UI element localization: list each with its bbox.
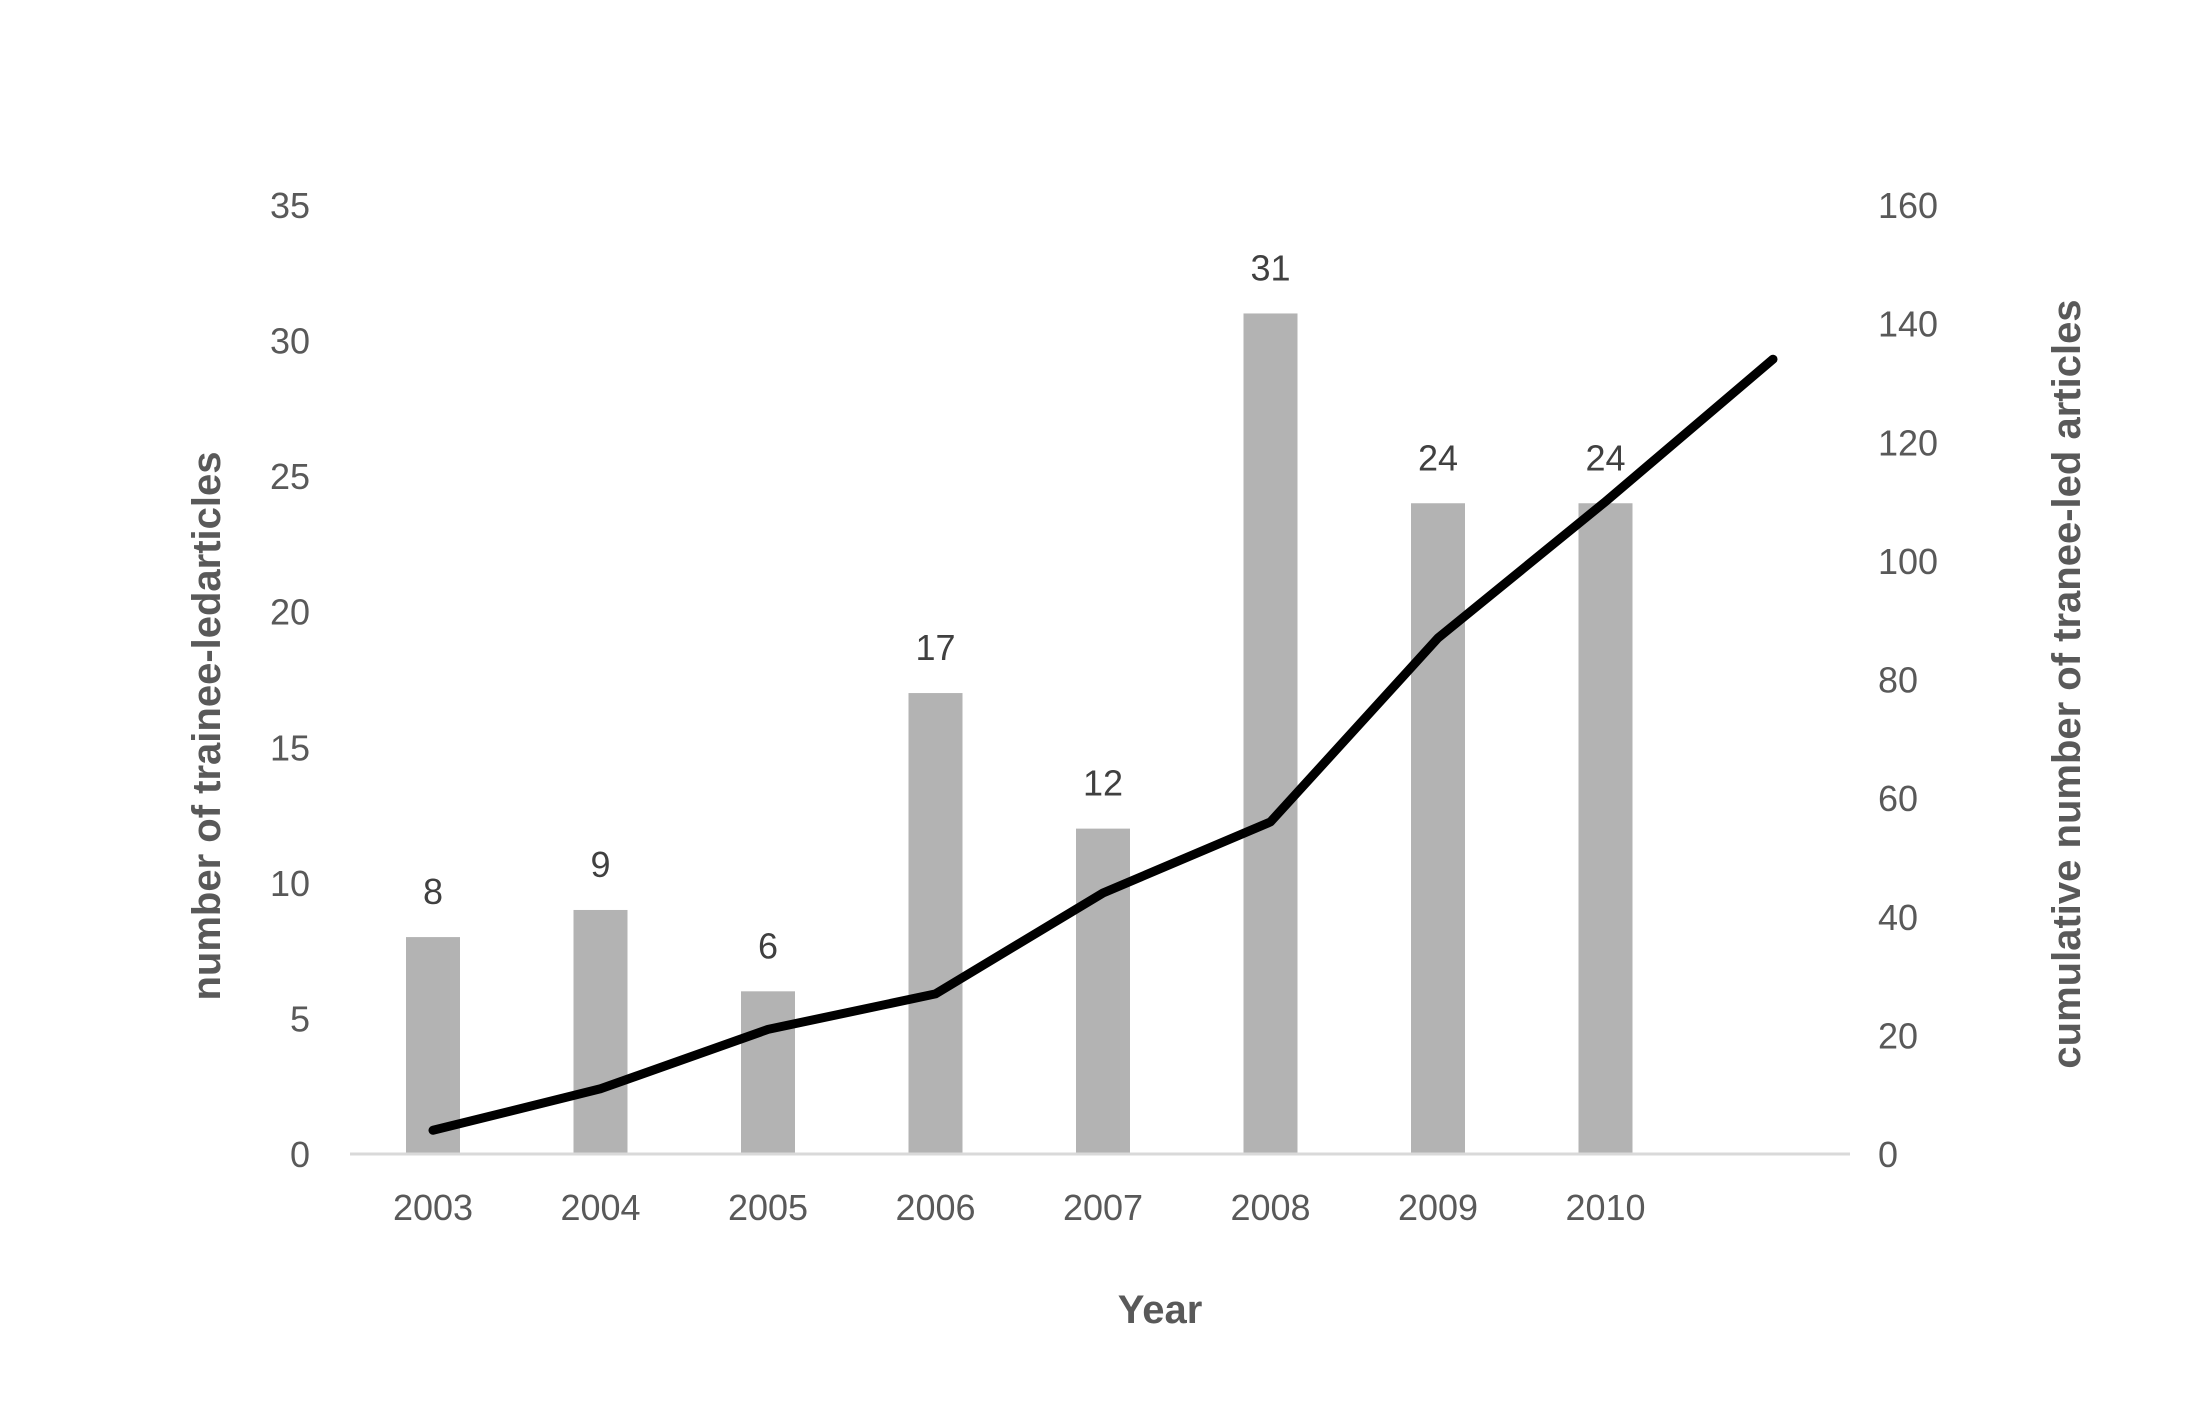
data-label-2006: 17 [915, 627, 955, 668]
data-label-2005: 6 [758, 925, 778, 966]
right-tick-140: 140 [1878, 304, 1938, 345]
x-tick-2006: 2006 [895, 1187, 975, 1228]
left-tick-0: 0 [290, 1134, 310, 1175]
bar-2005 [741, 991, 795, 1154]
right-tick-0: 0 [1878, 1134, 1898, 1175]
right-tick-20: 20 [1878, 1015, 1918, 1056]
x-tick-2004: 2004 [560, 1187, 640, 1228]
left-tick-30: 30 [270, 321, 310, 362]
data-label-2009: 24 [1418, 437, 1458, 478]
right-tick-40: 40 [1878, 897, 1918, 938]
left-tick-5: 5 [290, 998, 310, 1039]
bar-2009 [1411, 503, 1465, 1154]
data-label-2003: 8 [423, 871, 443, 912]
x-tick-2003: 2003 [393, 1187, 473, 1228]
data-label-2004: 9 [590, 844, 610, 885]
bar-2007 [1076, 828, 1130, 1154]
bar-series [406, 313, 1633, 1154]
left-tick-20: 20 [270, 592, 310, 633]
data-label-2007: 12 [1083, 763, 1123, 804]
bar-2008 [1243, 313, 1298, 1154]
left-axis-title: number of trainee-ledarticles [185, 451, 229, 1000]
right-tick-60: 60 [1878, 778, 1918, 819]
bar-2006 [908, 693, 963, 1154]
bar-2003 [406, 937, 460, 1154]
left-tick-35: 35 [270, 185, 310, 226]
left-tick-15: 15 [270, 727, 310, 768]
left-tick-25: 25 [270, 456, 310, 497]
x-tick-2009: 2009 [1398, 1187, 1478, 1228]
right-axis-title: cumulative number of tranee-led articles [2045, 299, 2089, 1068]
right-tick-160: 160 [1878, 185, 1938, 226]
data-label-2008: 31 [1250, 247, 1290, 288]
x-tick-2007: 2007 [1063, 1187, 1143, 1228]
bar-2010 [1578, 503, 1633, 1154]
x-tick-2010: 2010 [1565, 1187, 1645, 1228]
left-tick-10: 10 [270, 863, 310, 904]
right-tick-100: 100 [1878, 541, 1938, 582]
line-series [428, 354, 1778, 1135]
left-axis-ticks: 0 5 10 15 20 25 30 35 [270, 185, 310, 1175]
bar-2004 [573, 909, 628, 1154]
right-tick-120: 120 [1878, 422, 1938, 463]
right-tick-80: 80 [1878, 660, 1918, 701]
x-axis-ticks: 2003 2004 2005 2006 2007 2008 2009 2010 [393, 1187, 1646, 1228]
x-tick-2008: 2008 [1230, 1187, 1310, 1228]
right-axis-ticks: 0 20 40 60 80 100 120 140 160 [1878, 185, 1938, 1175]
cumulative-line [428, 354, 1778, 1135]
x-tick-2005: 2005 [728, 1187, 808, 1228]
data-label-2010: 24 [1585, 437, 1625, 478]
x-axis-title: Year [1118, 1288, 1203, 1332]
bar-data-labels: 8 9 6 17 12 31 24 24 [423, 247, 1626, 966]
